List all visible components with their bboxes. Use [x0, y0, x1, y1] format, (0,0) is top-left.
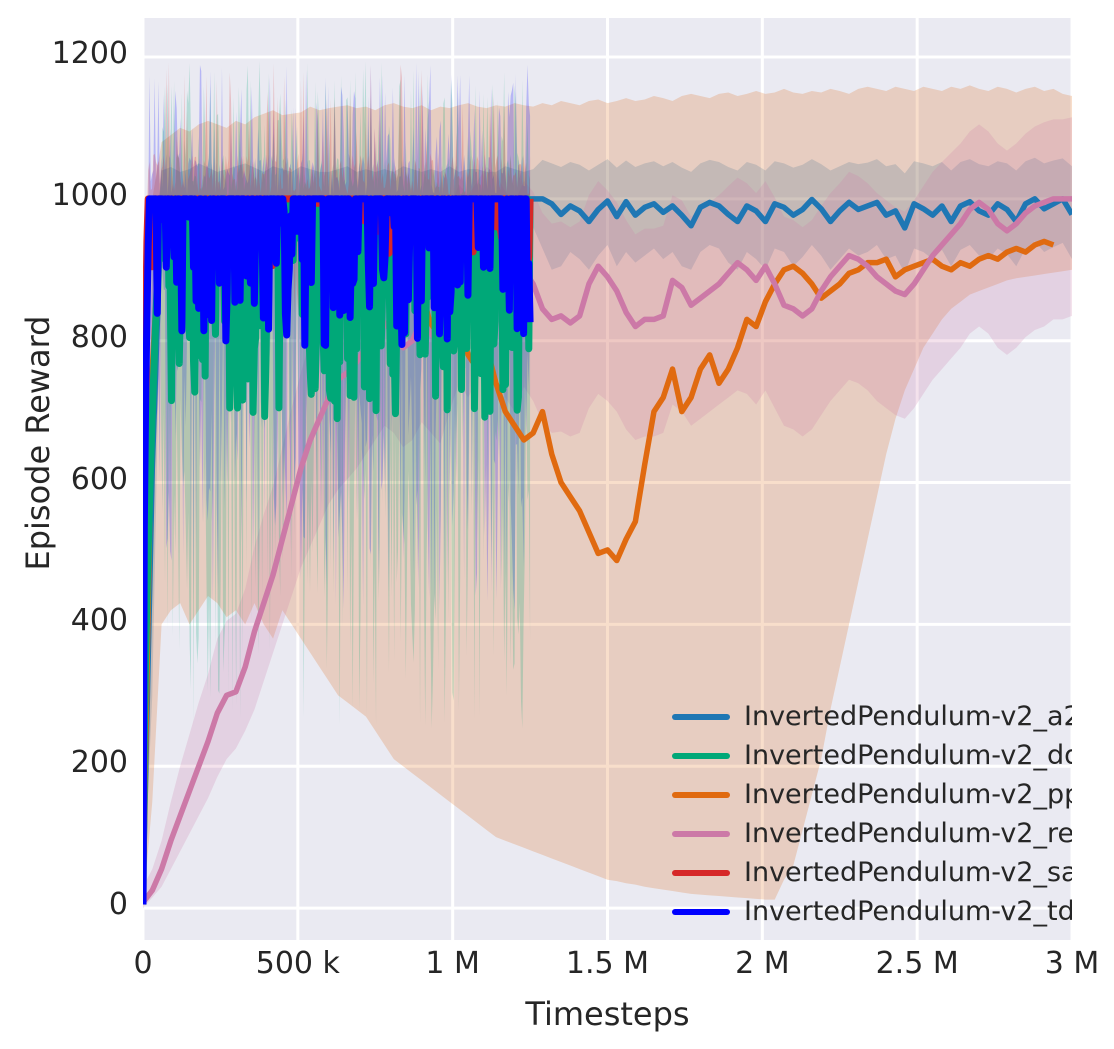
- series-line-td3: [143, 195, 534, 905]
- plot-area: InvertedPendulum-v2_a2c (10) InvertedPend…: [143, 18, 1072, 940]
- legend-item-label: InvertedPendulum-v2_td3 (10): [744, 896, 1072, 927]
- legend-color-swatch: [672, 713, 730, 720]
- legend-item[interactable]: InvertedPendulum-v2_ddpg (10): [672, 736, 1072, 775]
- x-tick-label: 1.5 M: [565, 946, 650, 981]
- legend-item-label: InvertedPendulum-v2_a2c (10): [744, 701, 1072, 732]
- y-tick-label: 0: [108, 887, 128, 923]
- legend-color-swatch: [672, 752, 730, 759]
- legend-item[interactable]: InvertedPendulum-v2_reinforce (10): [672, 814, 1072, 853]
- confidence-band-a2c: [143, 157, 1072, 909]
- y-tick-label: 200: [70, 745, 128, 781]
- legend-item-label: InvertedPendulum-v2_ddpg (10): [744, 740, 1072, 771]
- series-line-reinforce: [143, 196, 1072, 905]
- legend-item[interactable]: InvertedPendulum-v2_a2c (10): [672, 697, 1072, 736]
- x-tick-label: 1 M: [425, 946, 480, 981]
- legend-item[interactable]: InvertedPendulum-v2_td3 (10): [672, 892, 1072, 931]
- series-lines: [143, 195, 1072, 905]
- y-tick-label: 600: [70, 461, 128, 497]
- x-tick-label: 500 k: [255, 946, 340, 981]
- y-tick-label: 800: [70, 319, 128, 355]
- legend-item[interactable]: InvertedPendulum-v2_ppo (10): [672, 775, 1072, 814]
- legend-color-swatch: [672, 791, 730, 798]
- legend-item-label: InvertedPendulum-v2_ppo (10): [744, 779, 1072, 810]
- x-tick-label: 2 M: [735, 946, 790, 981]
- x-axis-title: Timesteps: [525, 995, 690, 1033]
- chart-canvas: [143, 18, 1072, 940]
- y-axis-title: Episode Reward: [19, 315, 57, 571]
- legend-color-swatch: [672, 908, 730, 915]
- y-tick-label: 1200: [51, 36, 128, 71]
- legend-item[interactable]: InvertedPendulum-v2_sac (10): [672, 853, 1072, 892]
- x-tick-label: 0: [133, 946, 153, 981]
- x-tick-label: 2.5 M: [875, 946, 959, 981]
- legend-color-swatch: [672, 830, 730, 837]
- legend-color-swatch: [672, 869, 730, 876]
- y-tick-label: 400: [70, 603, 128, 639]
- y-tick-label: 1000: [51, 177, 128, 213]
- legend-item-label: InvertedPendulum-v2_reinforce (10): [744, 818, 1072, 849]
- x-tick-label: 3 M: [1044, 946, 1100, 981]
- legend-item-label: InvertedPendulum-v2_sac (10): [744, 857, 1072, 888]
- chart-legend: InvertedPendulum-v2_a2c (10) InvertedPend…: [672, 697, 1072, 931]
